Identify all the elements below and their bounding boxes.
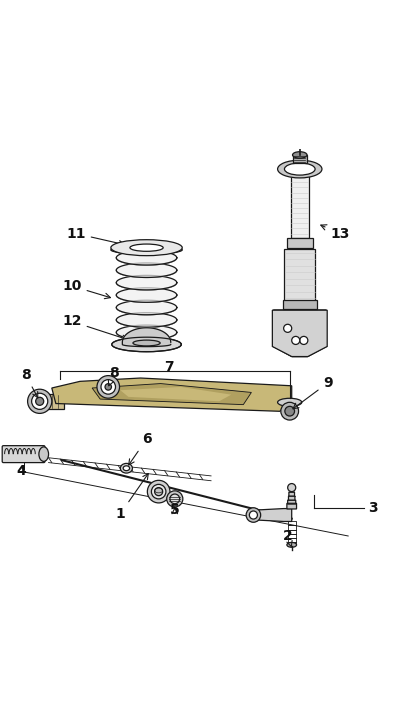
Polygon shape bbox=[116, 275, 176, 290]
Circle shape bbox=[147, 480, 170, 503]
Circle shape bbox=[36, 397, 44, 405]
Text: 2: 2 bbox=[282, 529, 292, 547]
Circle shape bbox=[32, 393, 48, 409]
Ellipse shape bbox=[130, 244, 163, 251]
Ellipse shape bbox=[284, 163, 314, 175]
FancyBboxPatch shape bbox=[286, 503, 296, 509]
Ellipse shape bbox=[132, 340, 160, 346]
FancyBboxPatch shape bbox=[2, 446, 45, 463]
Text: 4: 4 bbox=[17, 465, 26, 479]
Polygon shape bbox=[116, 263, 176, 278]
Circle shape bbox=[283, 325, 291, 332]
Ellipse shape bbox=[245, 508, 260, 522]
FancyBboxPatch shape bbox=[40, 393, 64, 409]
Polygon shape bbox=[116, 288, 176, 302]
Ellipse shape bbox=[277, 398, 301, 407]
Polygon shape bbox=[122, 328, 171, 346]
Ellipse shape bbox=[277, 161, 321, 178]
Circle shape bbox=[280, 402, 298, 420]
Circle shape bbox=[166, 491, 182, 507]
Text: 10: 10 bbox=[62, 279, 110, 299]
Text: 8: 8 bbox=[108, 366, 119, 386]
Circle shape bbox=[97, 376, 119, 398]
Polygon shape bbox=[120, 387, 231, 401]
Text: 6: 6 bbox=[128, 433, 151, 465]
Polygon shape bbox=[116, 325, 176, 339]
FancyBboxPatch shape bbox=[286, 238, 312, 247]
Circle shape bbox=[28, 389, 52, 414]
Ellipse shape bbox=[39, 447, 49, 461]
Text: 1: 1 bbox=[115, 474, 148, 521]
Text: 9: 9 bbox=[292, 376, 332, 409]
Text: 5: 5 bbox=[169, 503, 179, 517]
FancyBboxPatch shape bbox=[288, 496, 294, 501]
Polygon shape bbox=[273, 310, 326, 357]
FancyBboxPatch shape bbox=[287, 500, 295, 505]
Polygon shape bbox=[273, 310, 325, 357]
FancyBboxPatch shape bbox=[288, 492, 294, 497]
Circle shape bbox=[299, 336, 307, 344]
FancyBboxPatch shape bbox=[290, 173, 308, 238]
Polygon shape bbox=[116, 313, 176, 327]
FancyBboxPatch shape bbox=[282, 300, 316, 309]
Polygon shape bbox=[52, 378, 291, 411]
Ellipse shape bbox=[286, 543, 296, 547]
Ellipse shape bbox=[111, 337, 181, 352]
Ellipse shape bbox=[111, 240, 182, 256]
Text: 13: 13 bbox=[320, 225, 349, 240]
Circle shape bbox=[154, 488, 162, 496]
Polygon shape bbox=[253, 508, 291, 522]
Text: 11: 11 bbox=[66, 226, 124, 246]
Ellipse shape bbox=[120, 463, 132, 473]
Text: 7: 7 bbox=[164, 360, 173, 374]
FancyBboxPatch shape bbox=[284, 249, 314, 302]
Polygon shape bbox=[272, 310, 326, 357]
Circle shape bbox=[151, 484, 166, 499]
Ellipse shape bbox=[111, 245, 182, 254]
Circle shape bbox=[170, 494, 179, 504]
Circle shape bbox=[287, 484, 295, 491]
Text: 3: 3 bbox=[367, 501, 377, 515]
Text: 8: 8 bbox=[21, 368, 38, 397]
Polygon shape bbox=[92, 383, 251, 404]
Circle shape bbox=[284, 407, 294, 416]
Ellipse shape bbox=[249, 511, 257, 519]
Circle shape bbox=[105, 383, 111, 390]
Polygon shape bbox=[116, 300, 176, 315]
Text: 12: 12 bbox=[62, 315, 127, 341]
Ellipse shape bbox=[292, 151, 306, 158]
Polygon shape bbox=[116, 250, 176, 265]
FancyBboxPatch shape bbox=[292, 155, 306, 163]
Ellipse shape bbox=[123, 466, 129, 470]
Circle shape bbox=[291, 336, 299, 344]
Circle shape bbox=[101, 380, 115, 394]
